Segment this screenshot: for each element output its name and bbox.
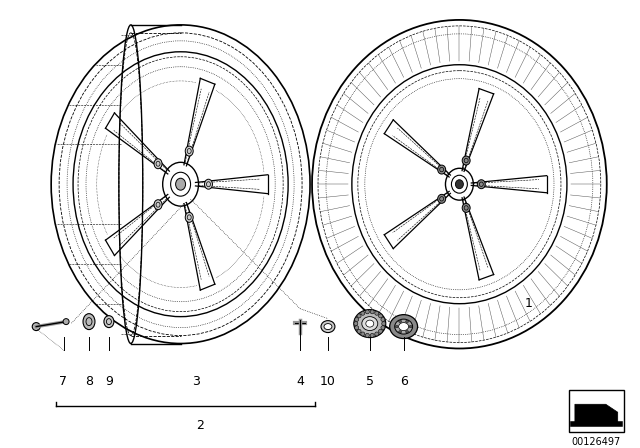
Text: 6: 6 — [400, 375, 408, 388]
Ellipse shape — [438, 194, 445, 203]
Ellipse shape — [378, 329, 383, 333]
Text: 10: 10 — [320, 375, 336, 388]
Ellipse shape — [185, 146, 193, 156]
Ellipse shape — [205, 179, 212, 189]
Polygon shape — [575, 404, 618, 424]
Ellipse shape — [399, 331, 402, 333]
Ellipse shape — [324, 323, 332, 330]
Ellipse shape — [456, 180, 463, 189]
Ellipse shape — [355, 326, 358, 330]
Ellipse shape — [370, 333, 374, 337]
Ellipse shape — [477, 180, 485, 189]
Ellipse shape — [399, 323, 408, 331]
Text: 3: 3 — [191, 375, 200, 388]
Text: 9: 9 — [105, 375, 113, 388]
Ellipse shape — [438, 165, 445, 174]
Ellipse shape — [354, 322, 358, 326]
Ellipse shape — [354, 310, 386, 337]
Ellipse shape — [362, 317, 378, 331]
Ellipse shape — [462, 203, 470, 212]
Ellipse shape — [395, 319, 413, 334]
Text: 00126497: 00126497 — [572, 437, 621, 447]
Ellipse shape — [185, 212, 193, 222]
Ellipse shape — [361, 332, 365, 336]
Ellipse shape — [321, 321, 335, 332]
Ellipse shape — [395, 325, 398, 328]
Ellipse shape — [357, 314, 361, 318]
Ellipse shape — [381, 322, 386, 326]
Text: 5: 5 — [366, 375, 374, 388]
Text: 2: 2 — [196, 419, 204, 432]
Text: 8: 8 — [85, 375, 93, 388]
Ellipse shape — [32, 323, 40, 331]
Text: 7: 7 — [59, 375, 67, 388]
Ellipse shape — [355, 318, 358, 322]
Ellipse shape — [154, 200, 162, 210]
Text: 4: 4 — [296, 375, 304, 388]
Ellipse shape — [370, 310, 374, 314]
Ellipse shape — [365, 333, 369, 337]
Ellipse shape — [361, 311, 365, 315]
Ellipse shape — [462, 156, 470, 165]
Ellipse shape — [83, 314, 95, 330]
Ellipse shape — [375, 332, 379, 336]
Ellipse shape — [175, 178, 186, 190]
Ellipse shape — [154, 159, 162, 169]
Ellipse shape — [104, 316, 114, 327]
Ellipse shape — [378, 314, 383, 318]
Ellipse shape — [375, 311, 379, 315]
Text: 1: 1 — [525, 297, 533, 310]
Bar — [569, 390, 624, 432]
Ellipse shape — [381, 326, 385, 330]
Ellipse shape — [366, 320, 374, 327]
Ellipse shape — [381, 318, 385, 322]
Ellipse shape — [390, 314, 417, 339]
Ellipse shape — [357, 329, 361, 333]
Ellipse shape — [365, 310, 369, 314]
Ellipse shape — [406, 320, 408, 323]
Ellipse shape — [399, 320, 402, 323]
Ellipse shape — [409, 325, 412, 328]
Ellipse shape — [406, 331, 408, 333]
Ellipse shape — [63, 319, 69, 325]
